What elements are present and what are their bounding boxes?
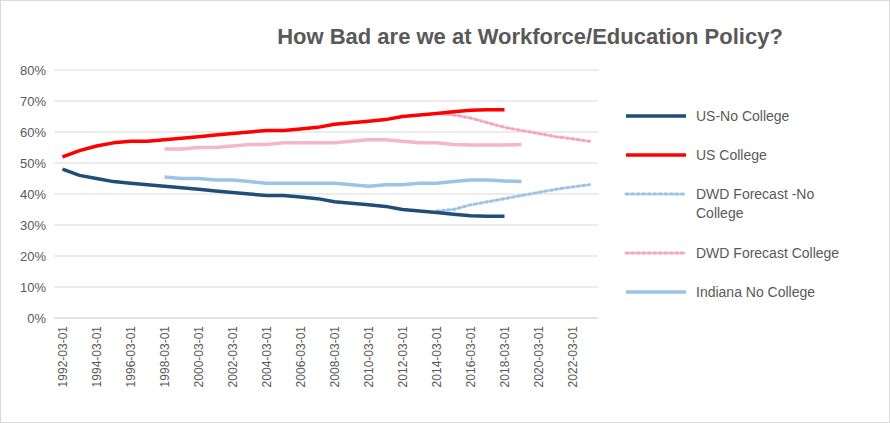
grid-line bbox=[54, 132, 598, 133]
x-tick-label: 2012-03-01 bbox=[396, 326, 410, 388]
x-tick-label: 2002-03-01 bbox=[226, 326, 240, 388]
series-line bbox=[165, 177, 522, 186]
x-tick-label: 2006-03-01 bbox=[294, 326, 308, 388]
legend-label-line: DWD Forecast -No bbox=[696, 186, 814, 202]
legend-label-line: DWD Forecast College bbox=[696, 245, 839, 261]
grid bbox=[54, 70, 598, 318]
grid-line bbox=[54, 287, 598, 288]
legend-swatch bbox=[626, 252, 686, 255]
legend-label: US College bbox=[696, 147, 767, 163]
y-tick-label: 40% bbox=[20, 187, 46, 202]
legend-swatch bbox=[626, 153, 686, 157]
legend-label: DWD Forecast College bbox=[696, 245, 839, 261]
grid-line bbox=[54, 318, 598, 319]
legend-label-line: US-No College bbox=[696, 108, 790, 124]
grid-line bbox=[54, 101, 598, 102]
series-line bbox=[63, 110, 505, 157]
x-axis-line bbox=[54, 318, 598, 319]
chart-border bbox=[1, 1, 890, 423]
legend-label-line: US College bbox=[696, 147, 767, 163]
legend-swatch bbox=[626, 114, 686, 118]
legend-label: DWD Forecast -No College bbox=[696, 186, 814, 221]
legend-label-line: College bbox=[696, 205, 744, 221]
legend-swatch bbox=[626, 193, 686, 196]
x-tick-label: 2016-03-01 bbox=[464, 326, 478, 388]
grid-line bbox=[54, 163, 598, 164]
x-tick-label: 2020-03-01 bbox=[532, 326, 546, 388]
series-line bbox=[63, 169, 505, 216]
y-tick-label: 30% bbox=[20, 218, 46, 233]
y-tick-label: 60% bbox=[20, 125, 46, 140]
y-tick-label: 20% bbox=[20, 249, 46, 264]
y-tick-label: 10% bbox=[20, 280, 46, 295]
chart-title: How Bad are we at Workforce/Education Po… bbox=[277, 24, 783, 49]
grid-line bbox=[54, 70, 598, 71]
series-group bbox=[63, 110, 590, 217]
grid-line bbox=[54, 256, 598, 257]
series-line bbox=[437, 113, 590, 141]
y-tick-label: 0% bbox=[27, 311, 46, 326]
x-tick-label: 2008-03-01 bbox=[328, 326, 342, 388]
legend-label: Indiana No College bbox=[696, 284, 815, 300]
series-line bbox=[165, 140, 522, 149]
chart-root: How Bad are we at Workforce/Education Po… bbox=[0, 0, 890, 423]
legend: US-No College US College DWD Forecast -No C… bbox=[626, 108, 839, 300]
x-tick-label: 2014-03-01 bbox=[430, 326, 444, 388]
x-tick-label: 2018-03-01 bbox=[498, 326, 512, 388]
grid-line bbox=[54, 225, 598, 226]
x-tick-label: 1996-03-01 bbox=[124, 326, 138, 388]
y-tick-label: 50% bbox=[20, 156, 46, 171]
x-tick-label: 1998-03-01 bbox=[158, 326, 172, 388]
x-tick-label: 2004-03-01 bbox=[260, 326, 274, 388]
legend-label-line: Indiana No College bbox=[696, 284, 815, 300]
y-tick-label: 70% bbox=[20, 94, 46, 109]
x-tick-label: 1992-03-01 bbox=[56, 326, 70, 388]
x-tick-label: 2022-03-01 bbox=[566, 326, 580, 388]
legend-swatch bbox=[626, 290, 686, 294]
grid-line bbox=[54, 194, 598, 195]
x-tick-label: 2000-03-01 bbox=[192, 326, 206, 388]
legend-label: US-No College bbox=[696, 108, 790, 124]
y-tick-label: 80% bbox=[20, 63, 46, 78]
x-tick-label: 1994-03-01 bbox=[90, 326, 104, 388]
x-tick-label: 2010-03-01 bbox=[362, 326, 376, 388]
series-line bbox=[437, 185, 590, 211]
